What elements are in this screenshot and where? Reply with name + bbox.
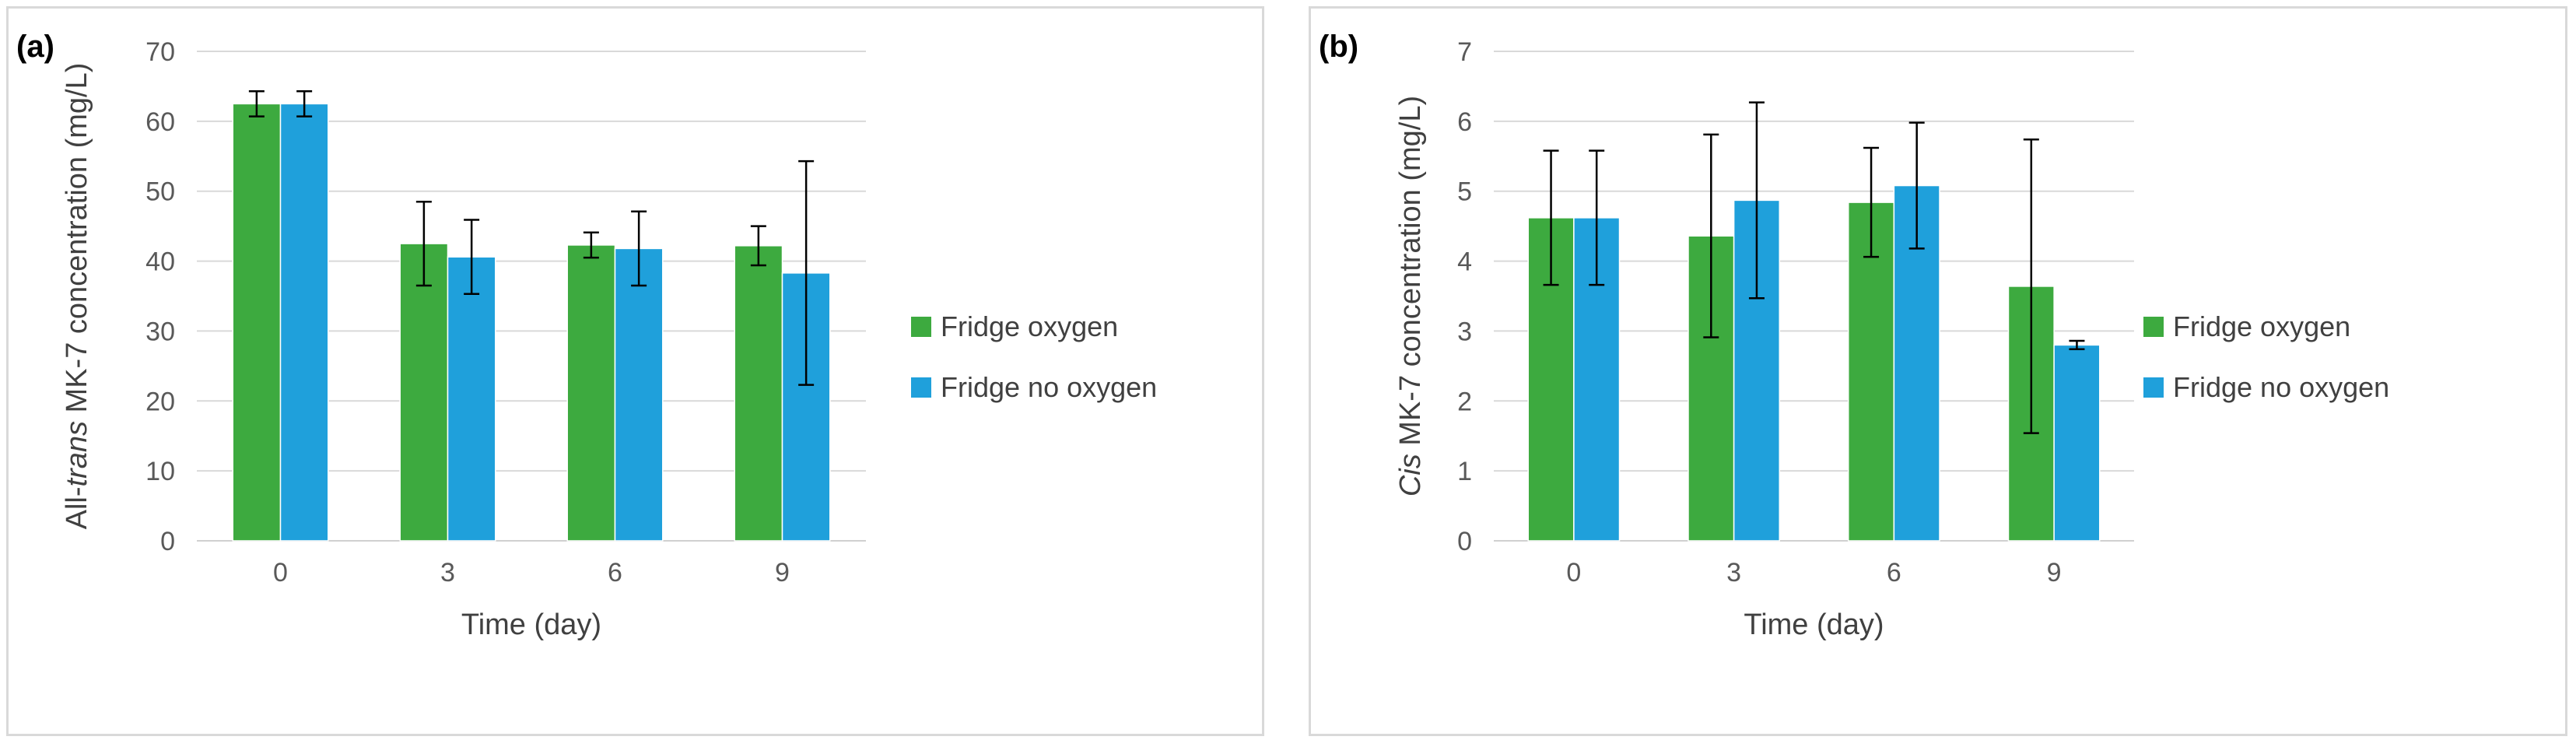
- y-tick-label: 40: [145, 247, 175, 277]
- y-axis-title-part: All-: [61, 487, 93, 530]
- x-tick-label: 6: [1887, 558, 1901, 587]
- bar: [734, 245, 783, 542]
- x-tick-label: 6: [608, 558, 622, 587]
- y-axis-title: All-trans MK-7 concentration (mg/L): [61, 63, 93, 530]
- legend-swatch: [911, 317, 931, 337]
- y-tick-label: 2: [1457, 387, 1472, 416]
- bar: [1847, 202, 1895, 542]
- x-axis-title: Time (day): [461, 608, 601, 641]
- chart-a: (a) 0 10 20 30 40 50 60 70 0 3 6 9 Time (day) All-tran…: [16, 30, 1157, 641]
- chart-panel-a: (a) 0 10 20 30 40 50 60 70 0 3 6 9 Time (day) All-tran…: [6, 6, 1264, 736]
- chart-panel-b: (b) 0 1 2 3 4 5 6 7 0 3 6 9 Time (day) Cis MK-7 concen…: [1309, 6, 2567, 736]
- chart-b: (b) 0 1 2 3 4 5 6 7 0 3 6 9 Time (day) Cis MK-7 concen…: [1319, 30, 2389, 641]
- bar: [447, 256, 496, 542]
- x-tick-label: 9: [2047, 558, 2062, 587]
- legend-label: Fridge no oxygen: [941, 371, 1157, 403]
- y-tick-label: 10: [145, 457, 175, 486]
- bar: [399, 243, 449, 542]
- y-tick-label: 3: [1457, 317, 1472, 346]
- legend-label: Fridge oxygen: [2173, 310, 2350, 342]
- y-tick-label: 60: [145, 107, 175, 137]
- legend-label: Fridge no oxygen: [2173, 371, 2389, 403]
- x-tick-label: 3: [1726, 558, 1741, 587]
- panel-label: (b): [1319, 30, 1358, 64]
- panel-label: (a): [16, 30, 54, 64]
- x-tick-label: 9: [775, 558, 790, 587]
- x-tick-label: 3: [440, 558, 455, 587]
- y-tick-label: 1: [1457, 457, 1472, 486]
- legend-label: Fridge oxygen: [941, 310, 1118, 342]
- bar: [2053, 344, 2101, 542]
- bar: [614, 247, 664, 542]
- bar: [232, 103, 282, 542]
- y-tick-label: 0: [1457, 527, 1472, 556]
- bar: [566, 244, 616, 542]
- x-axis-title: Time (day): [1744, 608, 1884, 641]
- legend-swatch: [2143, 317, 2164, 337]
- bar: [279, 103, 329, 542]
- legend-swatch: [2143, 377, 2164, 398]
- y-axis-title-part: trans: [61, 421, 93, 486]
- x-tick-label: 0: [273, 558, 288, 587]
- x-tick-label: 0: [1566, 558, 1581, 587]
- y-tick-label: 30: [145, 317, 175, 346]
- y-axis-title: Cis MK-7 concentration (mg/L): [1394, 96, 1427, 496]
- y-axis-title-part: MK-7 concentration (mg/L): [1394, 96, 1427, 454]
- y-tick-label: 70: [145, 37, 175, 67]
- y-tick-label: 4: [1457, 247, 1472, 277]
- y-axis-title-part: Cis: [1394, 454, 1427, 496]
- y-tick-label: 50: [145, 177, 175, 207]
- y-tick-label: 5: [1457, 177, 1472, 207]
- y-tick-label: 6: [1457, 107, 1472, 137]
- legend-swatch: [911, 377, 931, 398]
- y-tick-label: 7: [1457, 37, 1472, 67]
- y-tick-label: 0: [160, 527, 175, 556]
- y-tick-label: 20: [145, 387, 175, 416]
- y-axis-title-part: MK-7 concentration (mg/L): [61, 63, 93, 421]
